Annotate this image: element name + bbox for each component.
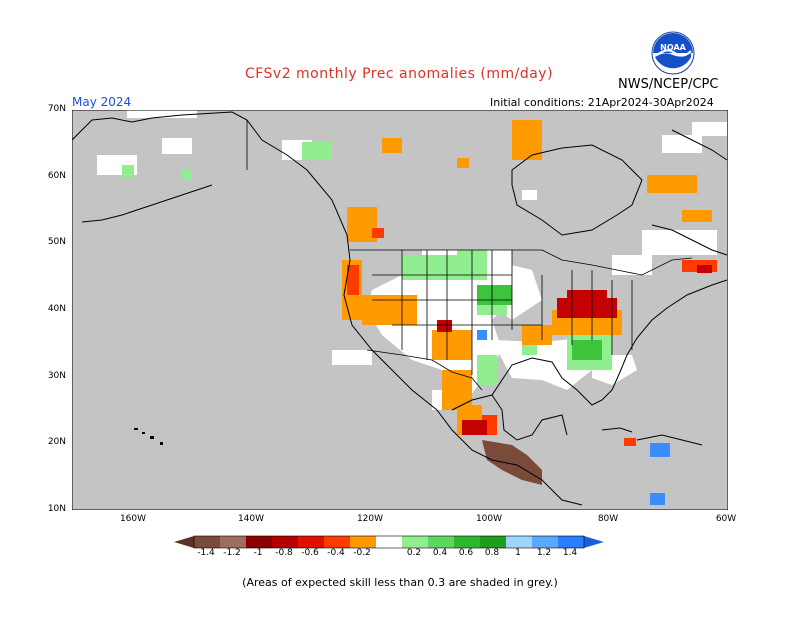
lat-label-60n: 60N (47, 171, 66, 181)
colorbar-label: 1.4 (562, 548, 578, 558)
colorbar-label: -0.8 (275, 548, 293, 558)
initial-conditions-label: Initial conditions: 21Apr2024-30Apr2024 (490, 96, 714, 109)
colorbar-bin (506, 536, 532, 548)
lat-label-70n: 70N (47, 104, 66, 114)
dry-extreme-areas (482, 440, 542, 485)
colorbar-bin (194, 536, 220, 548)
colorbar-label: 0.4 (432, 548, 448, 558)
colorbar-bin (558, 536, 584, 548)
colorbar-bin (428, 536, 454, 548)
wet-strong-areas (477, 330, 670, 505)
lon-label-160w: 160W (119, 514, 147, 524)
lon-label-60w: 60W (715, 514, 737, 524)
coastlines (72, 111, 728, 506)
colorbar-label: -1.4 (197, 548, 215, 558)
colorbar-label: 0.6 (458, 548, 474, 558)
colorbar-bin (246, 536, 272, 548)
colorbar-label: -0.2 (353, 548, 371, 558)
logo-text: NOAA (660, 43, 686, 52)
colorbar-bin (532, 536, 558, 548)
forecast-month-label: May 2024 (72, 95, 132, 109)
lat-label-10n: 10N (47, 504, 66, 514)
lon-label-120w: 120W (356, 514, 384, 524)
colorbar (174, 535, 604, 549)
agency-label: NWS/NCEP/CPC (618, 77, 719, 92)
colorbar-label: 0.2 (406, 548, 422, 558)
colorbar-bin (402, 536, 428, 548)
colorbar-bin (272, 536, 298, 548)
colorbar-bin (454, 536, 480, 548)
colorbar-label: -1.2 (223, 548, 241, 558)
lon-label-100w: 100W (475, 514, 503, 524)
noaa-logo: NOAA (651, 31, 695, 75)
lat-label-30n: 30N (47, 371, 66, 381)
political-borders (246, 120, 693, 391)
colorbar-label: 1 (515, 548, 521, 558)
colorbar-label: -0.6 (301, 548, 319, 558)
colorbar-label: 1.2 (536, 548, 552, 558)
map-title: CFSv2 monthly Prec anomalies (mm/day) (244, 66, 554, 82)
colorbar-label: 0.8 (484, 548, 500, 558)
lat-label-20n: 20N (47, 437, 66, 447)
colorbar-left-arrow (174, 536, 194, 548)
lat-label-40n: 40N (47, 304, 66, 314)
colorbar-bin (298, 536, 324, 548)
colorbar-bin (376, 536, 402, 548)
colorbar-bin (350, 536, 376, 548)
colorbar-bin (480, 536, 506, 548)
lon-label-80w: 80W (597, 514, 619, 524)
colorbar-label: -0.4 (327, 548, 345, 558)
colorbar-label: -1 (253, 548, 263, 558)
hawaii-islands (134, 428, 163, 445)
lon-label-140w: 140W (237, 514, 265, 524)
colorbar-right-arrow (584, 536, 604, 548)
footnote: (Areas of expected skill less than 0.3 a… (242, 576, 558, 589)
precipitation-anomaly-map (72, 110, 728, 510)
colorbar-bin (324, 536, 350, 548)
lat-label-50n: 50N (47, 237, 66, 247)
colorbar-bin (220, 536, 246, 548)
